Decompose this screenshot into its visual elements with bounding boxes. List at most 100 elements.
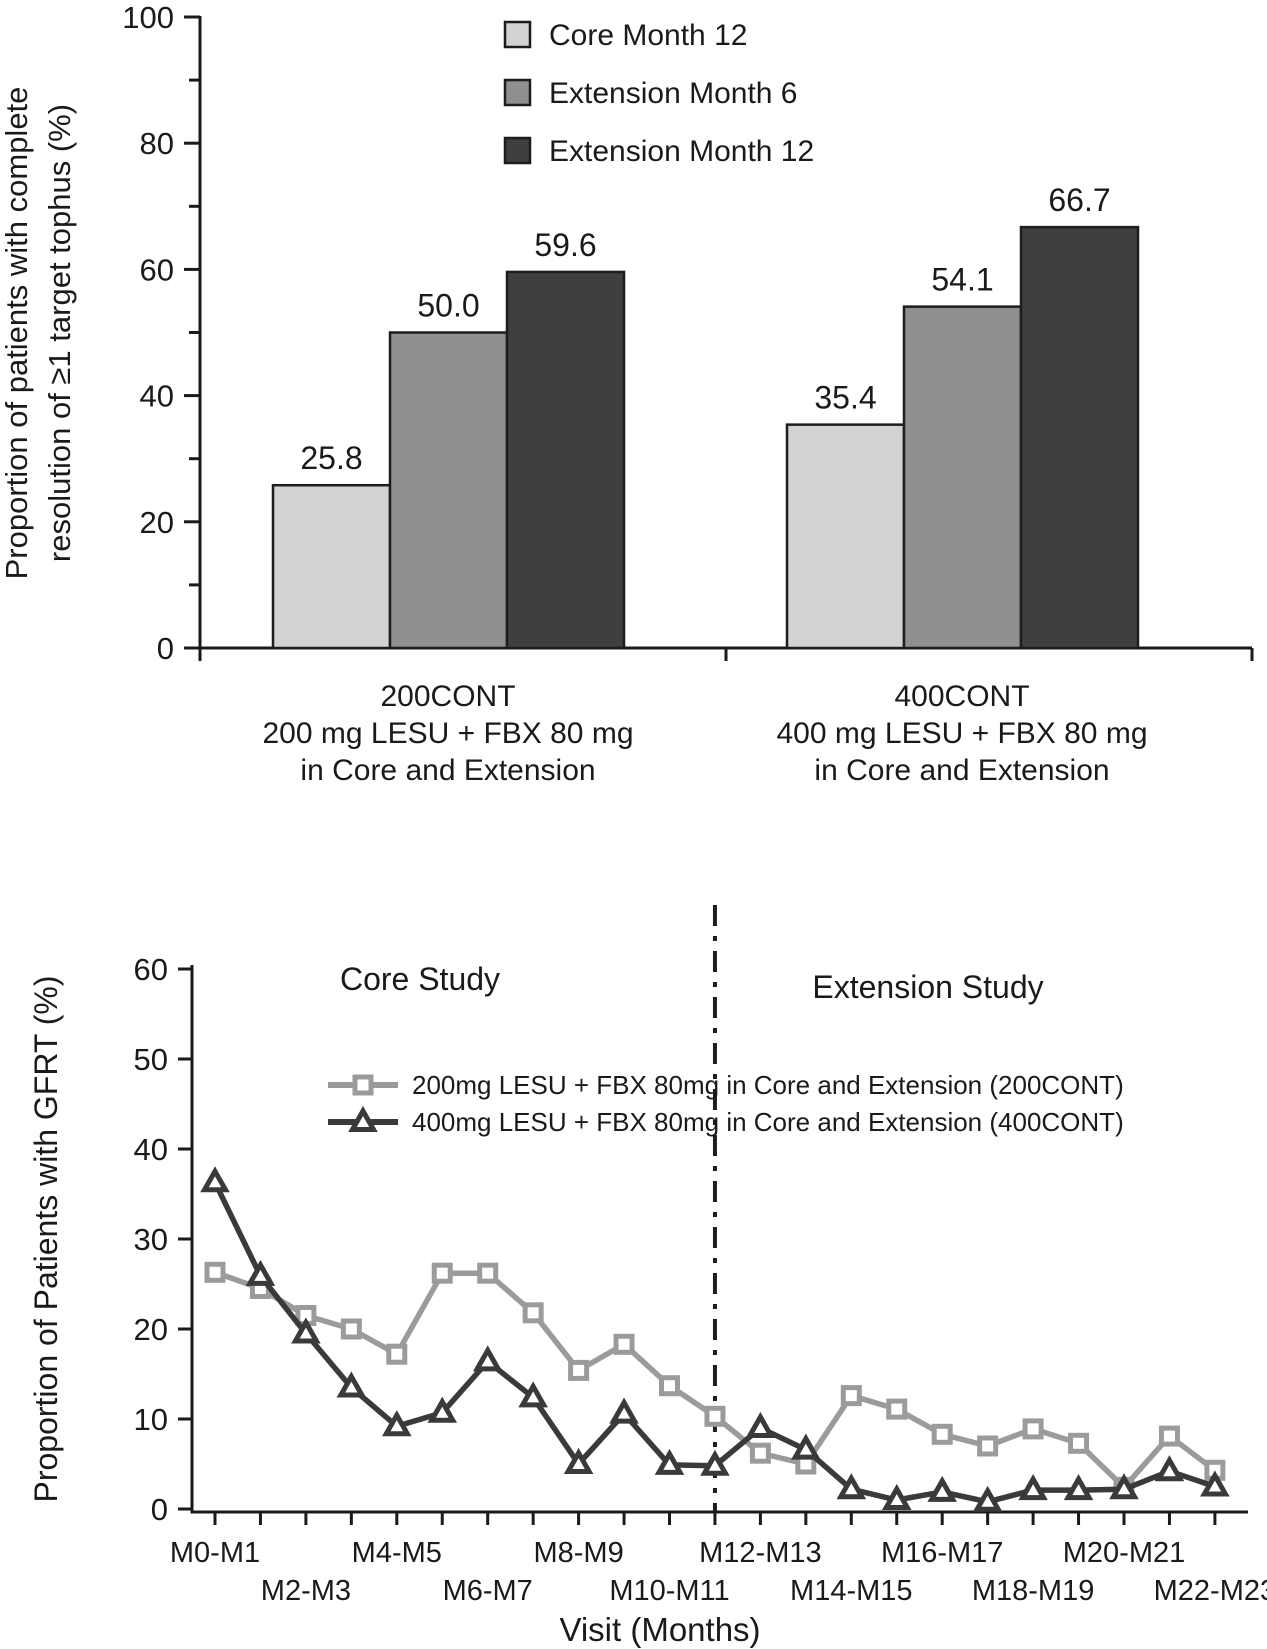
- triangle-marker: [1154, 1455, 1185, 1482]
- triangle-marker: [200, 1166, 230, 1193]
- square-marker: [522, 1302, 544, 1324]
- square-marker: [477, 1262, 499, 1284]
- bar-400cont-series3: [1019, 225, 1140, 650]
- bottom-x-tick-label: M4-M5: [352, 1537, 442, 1569]
- triangle-marker: [791, 1433, 821, 1460]
- triangle-marker: [700, 1449, 730, 1476]
- square-marker: [659, 1375, 680, 1397]
- bar-200cont-series1: [271, 483, 392, 650]
- bottom-y-axis-label: Proportion of Patients with GFRT (%): [28, 975, 64, 1502]
- top-legend-swatch: [503, 20, 532, 49]
- triangle-marker: [654, 1448, 685, 1475]
- square-marker: [749, 1442, 771, 1464]
- bar-400cont-series2: [902, 305, 1023, 650]
- triangle-marker: [1200, 1470, 1230, 1497]
- square-marker: [931, 1423, 953, 1445]
- square-marker: [568, 1359, 590, 1381]
- square-legend-marker: [352, 1074, 374, 1096]
- group2-label-line1: 400CONT: [894, 680, 1029, 713]
- gfrt-line-chart: Proportion of Patients with GFRT (%) Cor…: [28, 905, 1267, 1648]
- square-marker: [613, 1333, 635, 1355]
- triangle-marker: [291, 1317, 321, 1344]
- top-y-tick-label: 20: [140, 505, 174, 540]
- top-y-axis-label-line1: Proportion of patients with complete: [0, 87, 34, 580]
- bar-200cont-series3: [505, 270, 626, 650]
- square-marker: [340, 1318, 362, 1340]
- triangle-marker: [972, 1485, 1003, 1512]
- core-study-region-title: Core Study: [340, 961, 500, 997]
- bottom-y-tick-label: 60: [134, 952, 168, 987]
- triangle-marker: [1109, 1473, 1139, 1500]
- bottom-x-tick-label: M14-M15: [790, 1575, 913, 1607]
- tophus-bar-chart: Proportion of patients with complete res…: [0, 0, 1254, 787]
- triangle-marker: [881, 1483, 912, 1510]
- top-legend-label: Extension Month 12: [549, 135, 814, 168]
- square-marker: [840, 1385, 862, 1407]
- triangle-marker: [382, 1410, 412, 1437]
- top-legend-swatch: [503, 136, 532, 165]
- square-marker: [886, 1398, 908, 1420]
- triangle-marker: [563, 1447, 594, 1474]
- bottom-x-tick-label: M8-M9: [533, 1537, 623, 1569]
- triangle-marker: [427, 1396, 458, 1423]
- bottom-legend-label: 200mg LESU + FBX 80mg in Core and Extens…: [412, 1070, 1124, 1100]
- square-marker: [704, 1405, 726, 1427]
- triangle-marker: [1018, 1474, 1048, 1501]
- bottom-x-tick-label: M20-M21: [1063, 1537, 1186, 1569]
- bottom-x-tick-label: M0-M1: [170, 1537, 260, 1569]
- top-y-axis-label-line2: resolution of ≥1 target tophus (%): [42, 104, 77, 562]
- group2-label-line2: 400 mg LESU + FBX 80 mg: [776, 717, 1147, 750]
- square-marker: [204, 1261, 226, 1283]
- bottom-y-tick-label: 30: [134, 1222, 168, 1257]
- top-legend-label: Core Month 12: [549, 19, 747, 52]
- bottom-y-tick-label: 40: [134, 1132, 168, 1167]
- triangle-marker: [336, 1371, 367, 1398]
- bottom-x-tick-label: M16-M17: [881, 1537, 1004, 1569]
- triangle-marker: [836, 1473, 867, 1500]
- triangle-marker: [472, 1345, 503, 1372]
- bar-value-label: 59.6: [534, 227, 596, 263]
- square-marker: [386, 1343, 408, 1365]
- bar-value-label: 50.0: [417, 288, 479, 324]
- bottom-y-tick-label: 0: [151, 1492, 168, 1527]
- square-marker: [1068, 1432, 1090, 1454]
- bottom-x-tick-label: M6-M7: [443, 1575, 533, 1607]
- bottom-x-tick-label: M2-M3: [261, 1575, 351, 1607]
- top-y-tick-label: 40: [140, 379, 174, 414]
- top-y-tick-label: 100: [122, 0, 174, 35]
- square-marker: [431, 1262, 453, 1284]
- group1-label-line3: in Core and Extension: [300, 754, 595, 787]
- bar-value-label: 35.4: [814, 380, 876, 416]
- top-y-tick-label: 60: [140, 252, 174, 287]
- bottom-y-tick-label: 20: [134, 1312, 168, 1347]
- square-marker: [1158, 1425, 1180, 1447]
- bar-value-label: 66.7: [1048, 182, 1110, 218]
- triangle-marker: [745, 1411, 776, 1438]
- triangle-marker: [609, 1397, 639, 1424]
- square-marker: [977, 1435, 999, 1457]
- bar-400cont-series1: [785, 423, 906, 650]
- group1-label-line2: 200 mg LESU + FBX 80 mg: [262, 717, 633, 750]
- group2-label-line3: in Core and Extension: [814, 754, 1109, 787]
- top-legend-swatch: [503, 78, 532, 107]
- bottom-x-tick-label: M10-M11: [609, 1575, 729, 1607]
- top-y-tick-label: 0: [157, 631, 174, 666]
- triangle-marker: [1063, 1474, 1094, 1501]
- extension-study-region-title: Extension Study: [812, 969, 1043, 1005]
- group1-label-line1: 200CONT: [380, 680, 515, 713]
- triangle-marker: [245, 1259, 276, 1286]
- top-legend-label: Extension Month 6: [549, 77, 797, 110]
- bottom-legend-label: 400mg LESU + FBX 80mg in Core and Extens…: [412, 1107, 1124, 1137]
- top-y-tick-label: 80: [140, 126, 174, 161]
- bottom-x-tick-label: M22-M23: [1154, 1575, 1267, 1607]
- bottom-y-tick-label: 10: [134, 1402, 168, 1437]
- bottom-x-tick-label: M18-M19: [972, 1575, 1095, 1607]
- square-marker: [1022, 1418, 1044, 1440]
- bar-200cont-series2: [388, 331, 509, 650]
- triangle-legend-marker: [348, 1105, 378, 1132]
- bar-value-label: 25.8: [300, 440, 362, 476]
- bottom-x-axis-label: Visit (Months): [559, 1611, 760, 1648]
- triangle-marker: [927, 1475, 957, 1502]
- bar-value-label: 54.1: [931, 262, 993, 298]
